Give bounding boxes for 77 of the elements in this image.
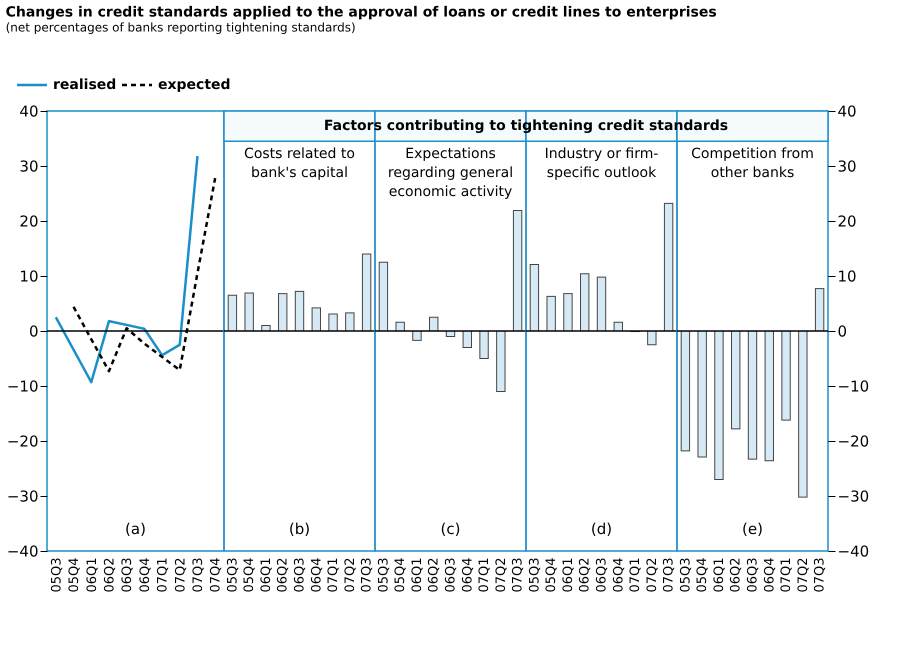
x-tick-label: 06Q3 — [444, 558, 458, 593]
x-tick-label: 07Q2 — [796, 558, 811, 593]
y-tick-label: 0 — [838, 322, 848, 340]
x-tick-label: 06Q2 — [426, 558, 442, 593]
y-tick-label: −40 — [838, 542, 870, 560]
x-tick-label: 05Q3 — [225, 558, 240, 593]
x-tick-label: 05Q4 — [393, 558, 408, 593]
x-tick-label: 05Q3 — [376, 558, 392, 593]
x-tick-label: 07Q1 — [326, 558, 342, 593]
legend-label: expected — [158, 77, 231, 93]
text: Expectations regarding general economic activity — [388, 146, 514, 200]
x-tick-label: 07Q3 — [812, 558, 828, 593]
x-tick-label: 06Q2 — [102, 558, 118, 593]
annotation: (c) — [440, 520, 460, 538]
x-tick-label: 06Q3 — [120, 558, 136, 593]
x-tick-label: 06Q4 — [460, 558, 476, 593]
x-tick-label: 06Q1 — [84, 558, 100, 593]
x-tick-label: 06Q2 — [578, 558, 593, 593]
text: Changes in credit standards applied to the approval of loans or credit lines to enterprises — [6, 4, 717, 20]
annotation: (b) — [288, 520, 310, 538]
x-tick-label: 07Q3 — [190, 558, 206, 593]
x-tick-label: 05Q3 — [678, 558, 694, 593]
x-tick-label: 07Q1 — [156, 558, 171, 593]
y-tick-label: −20 — [6, 432, 38, 450]
x-tick-label: 07Q2 — [342, 558, 358, 593]
annotation: (a) — [125, 520, 146, 538]
text: Industry or firm- specific outlook — [544, 146, 658, 181]
y-tick-label: 10 — [19, 268, 38, 286]
y-tick-label: 30 — [838, 158, 857, 176]
y-tick-label: 0 — [28, 322, 38, 340]
y-tick-label: −40 — [6, 542, 38, 560]
y-tick-label: −20 — [838, 432, 870, 450]
x-tick-label: 06Q1 — [410, 558, 425, 593]
x-tick-label: 06Q1 — [712, 558, 727, 593]
x-tick-label: 06Q4 — [611, 558, 626, 593]
y-tick-label: 20 — [838, 212, 857, 230]
x-tick-label: 06Q4 — [762, 558, 778, 593]
x-tick-label: 05Q3 — [527, 558, 542, 593]
x-tick-label: 05Q4 — [695, 558, 710, 593]
chart-subtitle: (net percentages of banks reporting tightening standards) — [6, 20, 356, 34]
annotation: (d) — [590, 520, 612, 538]
x-tick-label: 05Q3 — [49, 558, 64, 593]
y-tick-label: 40 — [19, 102, 38, 120]
y-tick-label: −30 — [838, 488, 870, 506]
y-tick-label: 40 — [838, 102, 857, 120]
x-tick-label: 07Q3 — [510, 558, 526, 593]
y-tick-label: −10 — [6, 378, 38, 396]
x-tick-label: 07Q1 — [477, 558, 492, 593]
x-tick-label: 06Q1 — [258, 558, 274, 593]
legend-label: realised — [53, 77, 116, 93]
x-tick-label: 05Q4 — [242, 558, 258, 593]
x-tick-label: 05Q4 — [544, 558, 560, 593]
y-tick-label: 10 — [838, 268, 857, 286]
x-tick-label: 06Q3 — [292, 558, 308, 593]
x-tick-label: 07Q3 — [662, 558, 677, 593]
x-tick-label: 07Q1 — [628, 558, 644, 593]
y-tick-label: −30 — [6, 488, 38, 506]
x-tick-label: 06Q4 — [309, 558, 324, 593]
x-tick-label: 07Q4 — [208, 558, 224, 593]
annotation: (e) — [742, 520, 763, 538]
y-tick-label: −10 — [838, 378, 870, 396]
x-tick-label: 07Q2 — [173, 558, 188, 593]
x-tick-label: 06Q2 — [728, 558, 744, 593]
y-tick-label: 30 — [19, 158, 38, 176]
x-tick-label: 06Q2 — [276, 558, 291, 593]
x-tick-label: 06Q3 — [594, 558, 610, 593]
x-tick-label: 07Q1 — [779, 558, 794, 593]
text: Competition from other banks — [691, 146, 814, 181]
x-tick-label: 07Q2 — [644, 558, 660, 593]
text: Costs related to bank's capital — [244, 146, 355, 181]
y-tick-label: 20 — [19, 212, 38, 230]
x-tick-label: 06Q1 — [560, 558, 576, 593]
x-tick-label: 06Q3 — [746, 558, 760, 593]
x-tick-label: 05Q4 — [67, 558, 82, 593]
x-tick-label: 06Q4 — [138, 558, 153, 593]
x-tick-label: 07Q2 — [494, 558, 509, 593]
x-tick-label: 07Q3 — [360, 558, 375, 593]
